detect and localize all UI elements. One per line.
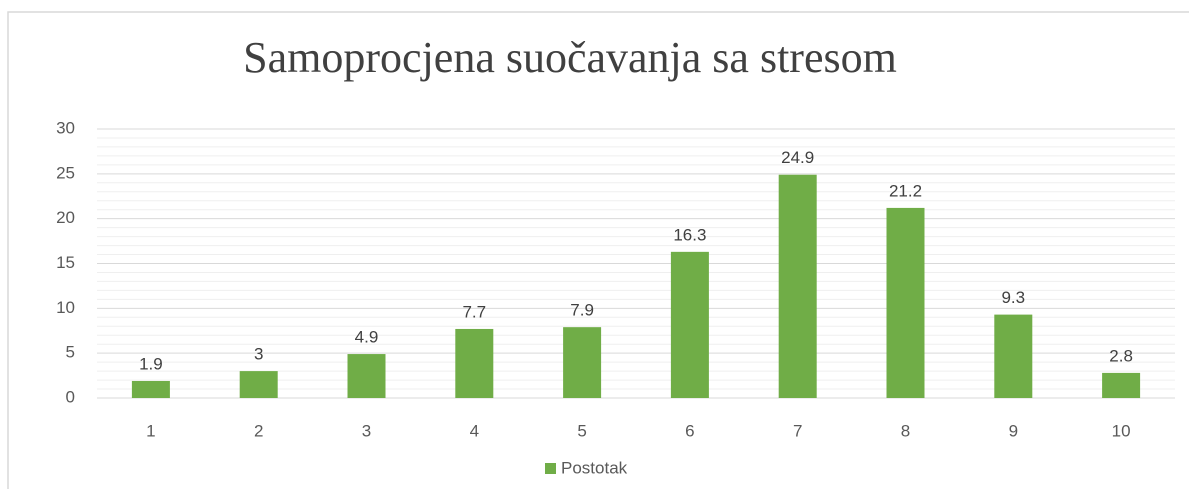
data-label: 9.3 — [1001, 288, 1025, 307]
bar — [239, 371, 278, 398]
y-tick-label: 30 — [56, 118, 75, 137]
y-tick-label: 10 — [56, 298, 75, 317]
x-tick-label: 7 — [793, 421, 802, 440]
chart-border — [7, 11, 1189, 489]
y-tick-label: 25 — [56, 163, 75, 182]
data-label: 1.9 — [139, 354, 163, 373]
bar — [994, 314, 1033, 398]
data-label: 21.2 — [889, 181, 922, 200]
data-label: 24.9 — [781, 148, 814, 167]
legend-swatch — [545, 463, 556, 474]
data-label: 7.7 — [462, 302, 486, 321]
data-label: 3 — [254, 345, 263, 364]
y-tick-label: 0 — [66, 387, 75, 406]
y-tick-label: 5 — [66, 343, 75, 362]
x-tick-label: 2 — [254, 421, 263, 440]
bar — [778, 174, 817, 398]
data-label: 4.9 — [355, 328, 379, 347]
bar — [670, 251, 709, 398]
y-tick-label: 20 — [56, 208, 75, 227]
bar — [347, 354, 386, 398]
x-tick-label: 8 — [901, 421, 910, 440]
x-tick-label: 6 — [685, 421, 694, 440]
x-tick-label: 5 — [577, 421, 586, 440]
x-tick-label: 1 — [146, 421, 155, 440]
chart-title: Samoprocjena suočavanja sa stresom — [243, 33, 897, 82]
data-label: 2.8 — [1109, 346, 1133, 365]
data-label: 7.9 — [570, 301, 594, 320]
legend-label: Postotak — [561, 458, 628, 477]
x-tick-label: 10 — [1112, 421, 1131, 440]
data-label: 16.3 — [673, 225, 706, 244]
bar — [1102, 372, 1141, 398]
bar — [563, 327, 602, 398]
y-tick-label: 15 — [56, 253, 75, 272]
bar — [886, 207, 925, 398]
bar — [131, 380, 170, 398]
bar — [455, 328, 494, 398]
x-tick-label: 3 — [362, 421, 371, 440]
x-tick-label: 9 — [1009, 421, 1018, 440]
x-tick-label: 4 — [470, 421, 479, 440]
